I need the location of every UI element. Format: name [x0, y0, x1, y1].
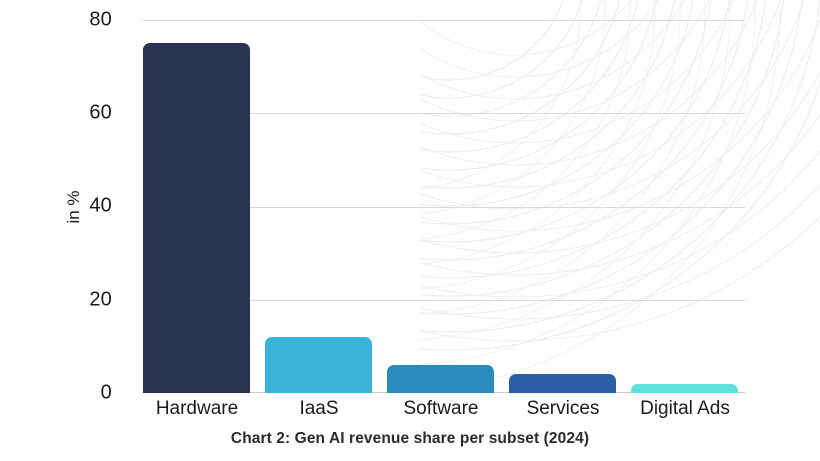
- bar-group-services: [509, 20, 616, 393]
- bar-group-digital-ads: [631, 20, 738, 393]
- y-tick-label-20: 20: [89, 288, 112, 311]
- bar-services[interactable]: [509, 374, 616, 393]
- bar-software[interactable]: [387, 365, 494, 393]
- gridline-80: [143, 20, 745, 21]
- bar-group-hardware: [143, 20, 250, 393]
- bar-group-iaas: [265, 20, 372, 393]
- bar-series: [143, 20, 745, 393]
- gridline-40: [143, 206, 745, 208]
- chart-caption: Chart 2: Gen AI revenue share per subset…: [230, 430, 590, 447]
- x-tick-label-software: Software: [403, 398, 479, 419]
- x-tick-label-hardware: Hardware: [155, 398, 239, 419]
- x-axis-tick-labels: Hardware IaaS Software Services Digital …: [143, 398, 745, 426]
- gridline-20: [143, 299, 745, 301]
- bar-hardware[interactable]: [143, 43, 250, 393]
- x-tick-label-iaas: IaaS: [299, 398, 339, 419]
- y-tick-label-0: 0: [100, 381, 112, 404]
- y-axis-tick-labels: 80 60 40 20 0: [0, 0, 143, 461]
- y-axis-title: in %: [64, 190, 83, 224]
- bar-group-software: [387, 20, 494, 393]
- y-tick-label-60: 60: [89, 101, 112, 124]
- x-tick-label-digital-ads: Digital Ads: [640, 398, 730, 419]
- x-tick-label-services: Services: [526, 398, 600, 419]
- y-tick-label-40: 40: [89, 194, 112, 217]
- bar-digital-ads[interactable]: [631, 383, 738, 393]
- y-tick-label-80: 80: [89, 8, 112, 31]
- bar-iaas[interactable]: [265, 337, 372, 393]
- gridline-60: [143, 113, 745, 115]
